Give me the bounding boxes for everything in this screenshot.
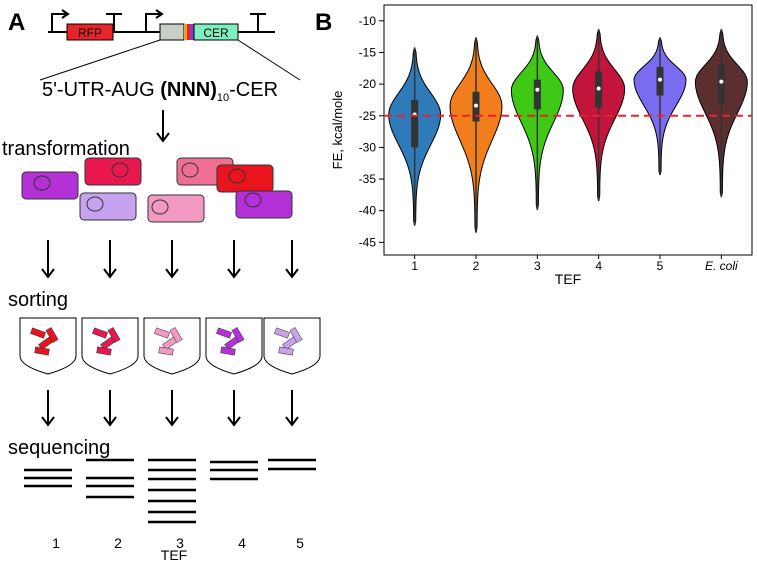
cell (169, 327, 183, 343)
arrow (285, 390, 299, 427)
x-label: TEF (161, 547, 187, 563)
arrow (227, 390, 241, 427)
arrow (165, 240, 179, 279)
cell (92, 327, 108, 339)
median (596, 86, 601, 91)
arrow (156, 110, 170, 143)
lanes: 1 2 3 4 5 (19, 240, 321, 551)
lane-label: 3 (176, 535, 184, 551)
plot-frame (383, 4, 753, 256)
iqr-box (411, 99, 419, 148)
arrow (227, 240, 241, 279)
arrow (285, 240, 299, 279)
lane-label: 1 (52, 535, 60, 551)
seq-repeat: (NNN) (160, 79, 217, 101)
y-axis-label: FE, kcal/mole (330, 91, 345, 170)
x-tick-label: 4 (595, 259, 602, 273)
x-tick-label: 2 (473, 259, 480, 273)
step-label: transformation (2, 138, 130, 160)
step-label: sequencing (8, 437, 110, 459)
panel-a: A RFP CER 5'-UTR-AUG (NNN)10-CER transfo… (2, 9, 321, 563)
cell (220, 346, 236, 356)
y-tick-label: -40 (359, 204, 377, 218)
x-tick-label: E. coli (705, 259, 738, 273)
terminator (106, 13, 122, 32)
median (719, 79, 724, 84)
y-tick-label: -35 (359, 172, 377, 186)
cell (30, 327, 46, 339)
x-axis-label: TEF (555, 271, 581, 287)
median (658, 77, 662, 82)
cell (216, 327, 232, 339)
x-tick-label: 1 (411, 259, 418, 273)
panel-label: B (315, 9, 332, 36)
panel-label: A (8, 9, 25, 36)
sequence: 5'-UTR-AUG (NNN)10-CER (42, 79, 278, 104)
plot: -10 -15 -20 -25 -30 -35 -40 -45 1 2 3 4 5 E. coli (359, 14, 752, 273)
median (535, 87, 540, 92)
cell (274, 327, 290, 339)
y-tick-label: -10 (359, 14, 377, 28)
stripe (187, 24, 190, 40)
arrow (41, 240, 55, 279)
cell (34, 346, 50, 356)
lane-label: 5 (296, 535, 304, 551)
arrow (41, 390, 55, 427)
promoter (51, 9, 70, 32)
y-tick-label: -25 (359, 109, 377, 123)
cell (278, 346, 294, 356)
seq-prefix: 5'-UTR-AUG (42, 79, 160, 101)
arrow (165, 390, 179, 427)
well (263, 317, 321, 375)
x-tick-label: 5 (657, 259, 664, 273)
iqr-box (533, 79, 541, 110)
rfp-label: RFP (78, 26, 102, 40)
terminator (250, 13, 266, 32)
zoom-lines (39, 39, 301, 81)
seq-count: 10 (217, 92, 229, 104)
lane-label: 2 (114, 535, 122, 551)
stripe (184, 24, 187, 40)
cells (21, 157, 293, 223)
well (19, 317, 77, 375)
arrow (103, 240, 117, 279)
arrow (103, 390, 117, 427)
cell (154, 327, 170, 339)
lane-label: 4 (238, 535, 246, 551)
well (81, 317, 139, 375)
cell (96, 346, 112, 356)
y-tick-label: -45 (359, 235, 377, 249)
well (143, 317, 201, 375)
y-tick-label: -30 (359, 140, 377, 154)
well (205, 317, 263, 375)
cer-label: CER (203, 26, 229, 40)
cell (231, 327, 245, 343)
median (474, 103, 478, 108)
seq-suffix: -CER (229, 79, 278, 101)
step-label: sorting (8, 289, 68, 311)
x-tick-label: 3 (534, 259, 541, 273)
stripe (190, 24, 194, 40)
cell (45, 327, 59, 343)
y-tick-label: -15 (359, 45, 377, 59)
cell (289, 327, 303, 343)
cell (158, 346, 174, 356)
cer-gene (193, 23, 239, 41)
promoter (145, 9, 164, 32)
cell (107, 327, 121, 343)
utr (159, 23, 185, 41)
y-tick-label: -20 (359, 77, 377, 91)
iqr-box (717, 64, 725, 104)
